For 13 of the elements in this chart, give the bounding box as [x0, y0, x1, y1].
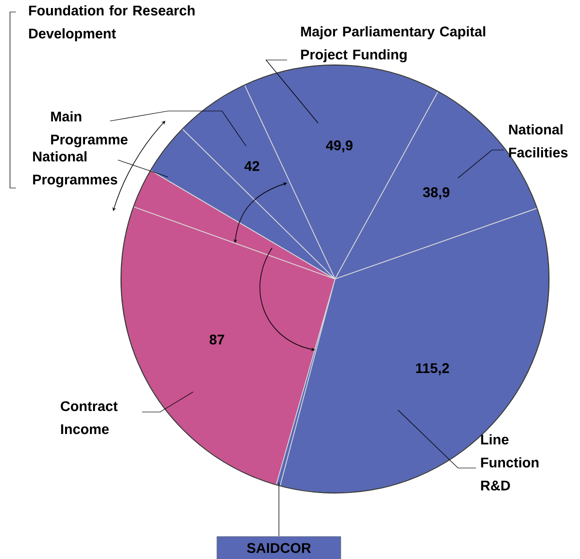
text: 42: [244, 161, 260, 171]
slice-label: SAIDCOR: [247, 543, 311, 553]
data-label: 115,2: [416, 363, 449, 376]
text: Foundation for Research Development: [29, 5, 195, 42]
data-label: 87: [210, 334, 224, 345]
slice-label: Line Function R&D: [481, 434, 538, 490]
slice-label: National Facilities: [509, 124, 568, 158]
data-label: 38,9: [422, 187, 450, 200]
data-label: 49,9: [326, 140, 352, 152]
slice-label: National Programmes: [33, 151, 118, 188]
slice-label: Contract Income: [60, 401, 118, 434]
slice-label: Major Parliamentary Capital Project Funding: [301, 26, 486, 62]
slice-label: Main Programme: [51, 111, 128, 148]
